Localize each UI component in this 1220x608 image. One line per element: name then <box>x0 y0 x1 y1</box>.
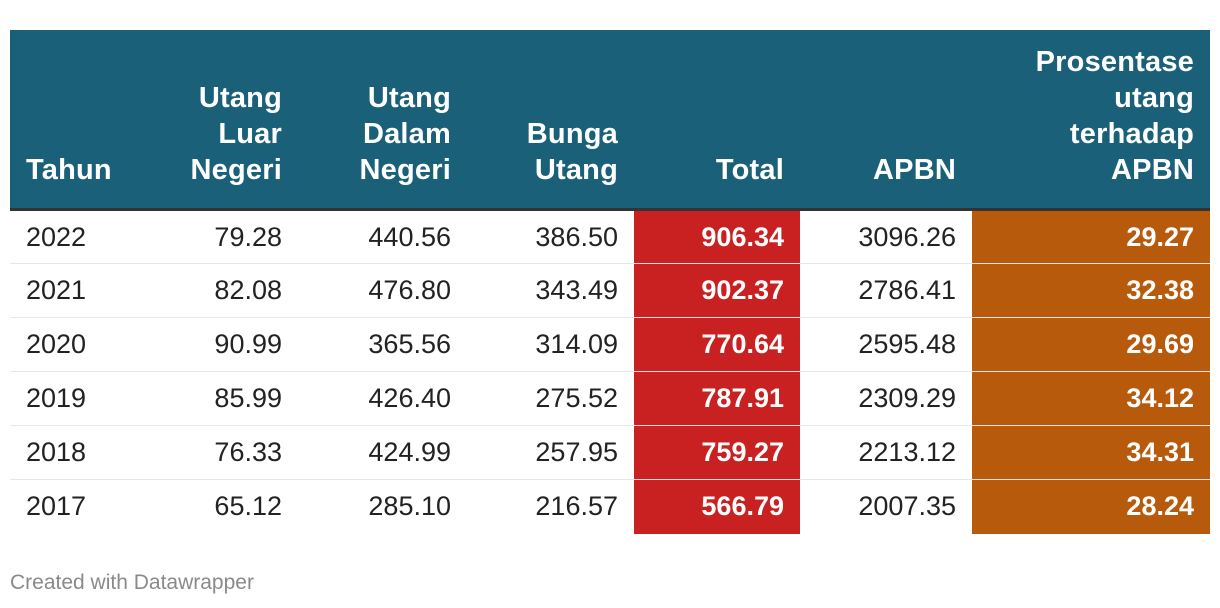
table-row: 2020 90.99 365.56 314.09 770.64 2595.48 … <box>10 317 1210 372</box>
cell-prosentase: 34.31 <box>972 425 1210 480</box>
cell-tahun: 2019 <box>10 371 130 426</box>
cell-tahun: 2018 <box>10 425 130 480</box>
cell-bunga-utang: 314.09 <box>467 317 634 372</box>
table-row: 2021 82.08 476.80 343.49 902.37 2786.41 … <box>10 263 1210 318</box>
table-row: 2017 65.12 285.10 216.57 566.79 2007.35 … <box>10 479 1210 534</box>
cell-prosentase: 32.38 <box>972 263 1210 318</box>
cell-utang-luar-negeri: 65.12 <box>214 491 282 522</box>
column-header-total[interactable]: Total <box>634 30 800 211</box>
column-header-bunga-utang[interactable]: Bunga Utang <box>467 30 634 211</box>
cell-utang-dalam-negeri: 285.10 <box>368 491 451 522</box>
column-header-tahun[interactable]: Tahun <box>10 30 130 211</box>
cell-total: 770.64 <box>634 317 800 372</box>
cell-total: 902.37 <box>634 263 800 318</box>
table-row: 2022 79.28 440.56 386.50 906.34 3096.26 … <box>10 209 1210 264</box>
cell-total: 566.79 <box>634 479 800 534</box>
cell-total: 906.34 <box>634 209 800 264</box>
cell-utang-luar-negeri: 90.99 <box>130 317 298 372</box>
column-header-utang-dalam-negeri[interactable]: Utang Dalam Negeri <box>298 30 467 211</box>
column-header-prosentase[interactable]: Prosentase utang terhadap APBN <box>972 30 1210 211</box>
cell-tahun: 2022 <box>10 209 130 264</box>
table-row: 2018 76.33 424.99 257.95 759.27 2213.12 … <box>10 425 1210 480</box>
cell-bunga-utang: 386.50 <box>467 209 634 264</box>
cell-bunga-utang: 257.95 <box>467 425 634 480</box>
column-header-utang-luar-negeri[interactable]: Utang Luar Negeri <box>130 30 298 211</box>
cell-tahun: 2020 <box>10 317 130 372</box>
datawrapper-credit[interactable]: Created with Datawrapper <box>10 571 254 594</box>
cell-tahun: 2017 <box>26 491 87 522</box>
cell-utang-luar-negeri: 79.28 <box>130 209 298 264</box>
cell-bunga-utang: 216.57 <box>535 491 618 522</box>
cell-prosentase: 29.27 <box>972 209 1210 264</box>
cell-apbn: 2007.35 <box>858 491 956 522</box>
cell-apbn: 3096.26 <box>800 209 972 264</box>
cell-utang-luar-negeri: 82.08 <box>130 263 298 318</box>
cell-utang-luar-negeri: 76.33 <box>130 425 298 480</box>
table-body: 2022 79.28 440.56 386.50 906.34 3096.26 … <box>10 209 1210 534</box>
cell-utang-dalam-negeri: 365.56 <box>298 317 467 372</box>
cell-tahun: 2021 <box>10 263 130 318</box>
cell-apbn: 2309.29 <box>800 371 972 426</box>
cell-utang-dalam-negeri: 426.40 <box>298 371 467 426</box>
data-table: Tahun Utang Luar Negeri Utang Dalam Nege… <box>10 30 1210 534</box>
cell-apbn: 2213.12 <box>800 425 972 480</box>
data-table-container: Tahun Utang Luar Negeri Utang Dalam Nege… <box>10 30 1210 534</box>
cell-bunga-utang: 275.52 <box>467 371 634 426</box>
cell-utang-dalam-negeri: 476.80 <box>298 263 467 318</box>
cell-utang-dalam-negeri: 424.99 <box>298 425 467 480</box>
cell-prosentase: 28.24 <box>972 479 1210 534</box>
cell-prosentase: 34.12 <box>972 371 1210 426</box>
cell-total: 759.27 <box>634 425 800 480</box>
cell-apbn: 2595.48 <box>800 317 972 372</box>
cell-utang-luar-negeri: 85.99 <box>130 371 298 426</box>
cell-prosentase: 29.69 <box>972 317 1210 372</box>
cell-utang-dalam-negeri: 440.56 <box>298 209 467 264</box>
table-row: 2019 85.99 426.40 275.52 787.91 2309.29 … <box>10 371 1210 426</box>
column-header-apbn[interactable]: APBN <box>800 30 972 211</box>
cell-bunga-utang: 343.49 <box>467 263 634 318</box>
header-row: Tahun Utang Luar Negeri Utang Dalam Nege… <box>10 30 1210 211</box>
cell-apbn: 2786.41 <box>800 263 972 318</box>
cell-total: 787.91 <box>634 371 800 426</box>
